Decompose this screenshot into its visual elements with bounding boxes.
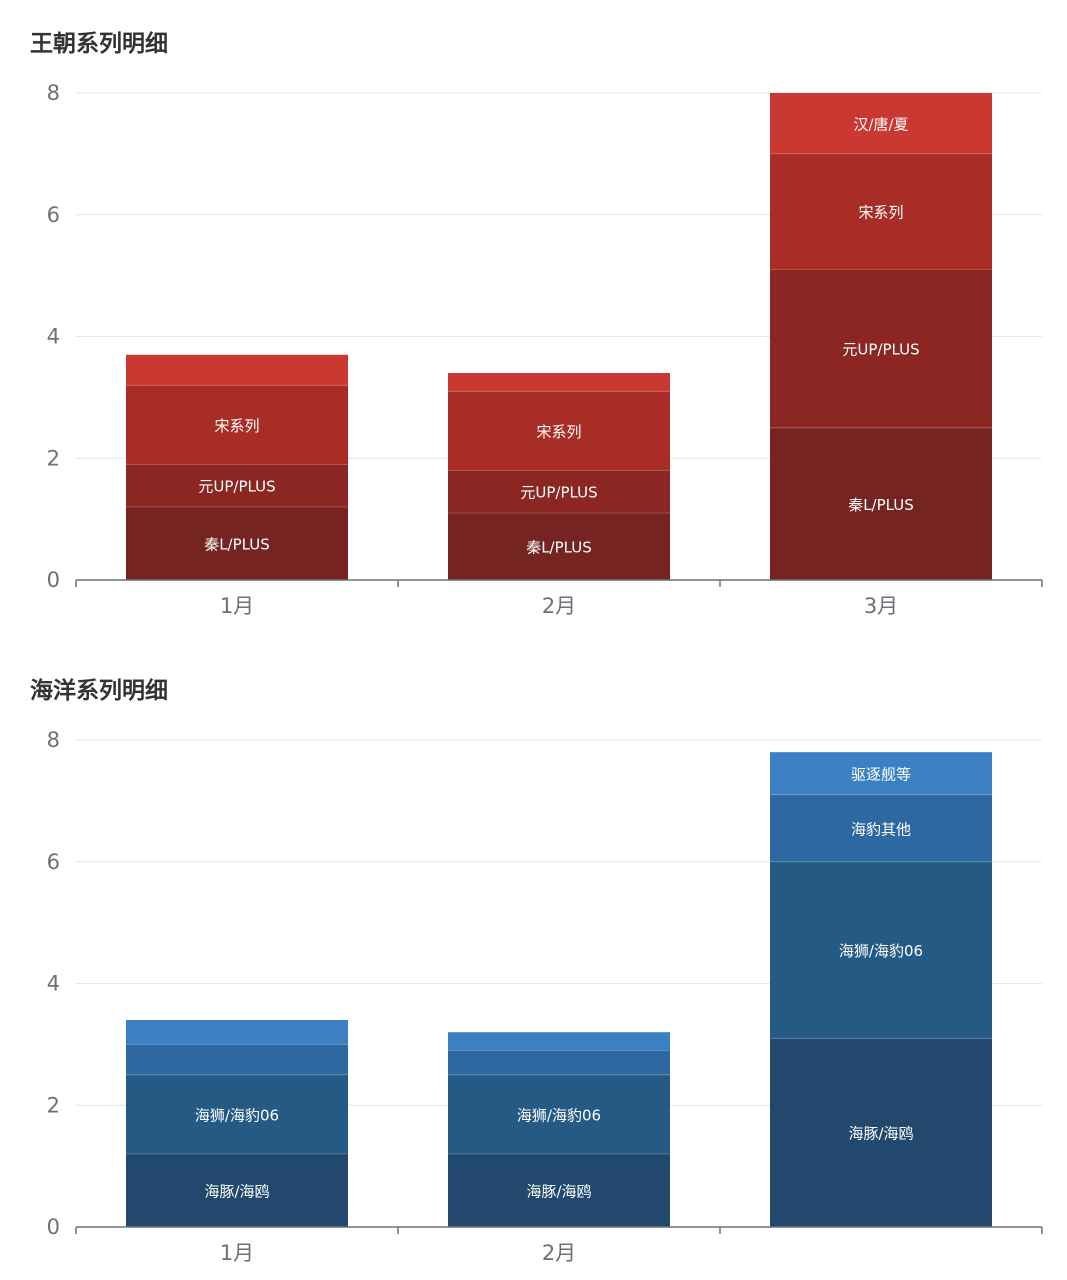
- bar-segment[interactable]: [126, 1044, 348, 1075]
- bar-segment-label: 海豚/海鸥: [204, 1182, 269, 1200]
- bar-segment-label: 元UP/PLUS: [520, 484, 597, 502]
- bar-segment[interactable]: [770, 269, 992, 428]
- bar-segment[interactable]: [448, 513, 670, 580]
- chart-title: 王朝系列明细: [30, 31, 168, 57]
- y-tick-label: 8: [47, 81, 60, 105]
- bar-segment[interactable]: [126, 385, 348, 465]
- bar-segment-label: 宋系列: [214, 417, 259, 435]
- bar-segment[interactable]: [448, 1074, 670, 1154]
- bar-segment[interactable]: [126, 506, 348, 580]
- bar-segment[interactable]: [770, 794, 992, 862]
- x-tick-label: 2月: [542, 594, 576, 618]
- bar-segment-label: 秦L/PLUS: [204, 535, 270, 553]
- y-tick-label: 2: [47, 1093, 60, 1117]
- bar-segment[interactable]: [448, 1032, 670, 1051]
- bar-segment[interactable]: [448, 373, 670, 392]
- bar-segment-label: 海豚/海鸥: [848, 1125, 913, 1143]
- y-tick-label: 2: [47, 446, 60, 470]
- bar-segment[interactable]: [770, 153, 992, 270]
- bar-segment-label: 海狮/海豹06: [195, 1106, 279, 1124]
- y-tick-label: 8: [47, 728, 60, 752]
- bar-segment[interactable]: [126, 1074, 348, 1154]
- bar-segment[interactable]: [448, 470, 670, 514]
- ocean-series-chart: 海洋系列明细 0 2 4 6 8 海豚/海鸥 海狮/海豹06 1月 海豚/海鸥 海狮/海豹06 2月…: [0, 647, 1067, 1280]
- y-tick-label: 6: [47, 203, 60, 227]
- y-tick-label: 0: [47, 568, 60, 592]
- y-tick-label: 0: [47, 1215, 60, 1239]
- bar-segment[interactable]: [448, 391, 670, 471]
- bar-segment-label: 元UP/PLUS: [198, 478, 275, 496]
- bar-segment[interactable]: [770, 427, 992, 580]
- bar-segment-label: 海豚/海鸥: [526, 1182, 591, 1200]
- bar-segment[interactable]: [770, 93, 992, 154]
- bar-segment[interactable]: [126, 354, 348, 386]
- bar-segment-label: 宋系列: [858, 204, 903, 222]
- bar-segment-label: 秦L/PLUS: [526, 539, 592, 557]
- bar-segment-label: 秦L/PLUS: [848, 496, 914, 514]
- bar-segment-label: 驱逐舰等: [851, 765, 911, 783]
- bar-segment[interactable]: [770, 1038, 992, 1227]
- bar-segment-label: 元UP/PLUS: [842, 341, 919, 359]
- bar-segment-label: 海狮/海豹06: [839, 942, 923, 960]
- bar-segment-label: 海狮/海豹06: [517, 1106, 601, 1124]
- y-tick-label: 4: [47, 325, 60, 349]
- x-tick-label: 1月: [220, 594, 254, 618]
- bar-segment-label: 宋系列: [536, 423, 581, 441]
- dynasty-series-chart: 王朝系列明细 0 2 4 6 8 秦L/PLUS 元UP/PLUS 宋系列 1月 秦L/PLUS 元…: [30, 31, 1043, 618]
- y-tick-label: 4: [47, 972, 60, 996]
- bar-segment[interactable]: [126, 464, 348, 507]
- y-tick-label: 6: [47, 850, 60, 874]
- bar-segment[interactable]: [448, 1153, 670, 1227]
- ocean-series-plot: 0 2 4 6 8 海豚/海鸥 海狮/海豹06 1月 海豚/海鸥 海狮/海豹06 2月 海豚/海鸥 海狮…: [47, 728, 1043, 1265]
- bar-segment-label: 海豹其他: [851, 820, 911, 838]
- bar-segment[interactable]: [770, 752, 992, 795]
- x-tick-label: 2月: [542, 1241, 576, 1265]
- bar-segment[interactable]: [126, 1020, 348, 1045]
- bar-segment[interactable]: [448, 1050, 670, 1075]
- bar-segment-label: 汉/唐/夏: [853, 115, 908, 133]
- bar-segment[interactable]: [770, 861, 992, 1039]
- bar-segment[interactable]: [126, 1153, 348, 1227]
- dynasty-series-plot: 0 2 4 6 8 秦L/PLUS 元UP/PLUS 宋系列 1月 秦L/PLUS 元UP/PLUS…: [47, 81, 1043, 618]
- x-tick-label: 1月: [220, 1241, 254, 1265]
- chart-title: 海洋系列明细: [30, 678, 168, 704]
- x-tick-label: 3月: [864, 594, 898, 618]
